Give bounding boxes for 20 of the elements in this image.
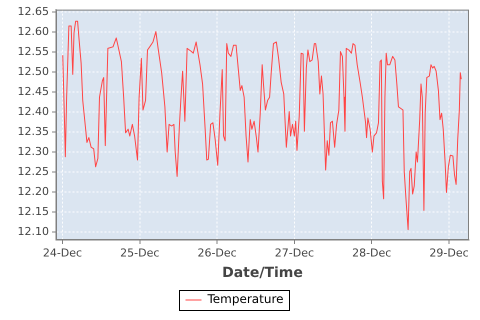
- x-axis-title: Date/Time: [222, 265, 303, 282]
- y-tick-label: 12.10: [18, 224, 49, 238]
- legend-label: Temperature: [206, 292, 284, 306]
- y-tick-label: 12.30: [18, 144, 49, 158]
- y-tick-label: 12.55: [18, 44, 49, 58]
- y-tick-label: 12.45: [18, 84, 49, 98]
- y-tick-label: 12.50: [18, 64, 49, 78]
- x-tick-label: 25-Dec: [120, 246, 160, 260]
- x-tick-label: 24-Dec: [42, 246, 82, 260]
- y-tick-label: 12.15: [18, 204, 49, 218]
- x-tick-label: 27-Dec: [274, 246, 314, 260]
- x-tick-label: 29-Dec: [429, 246, 469, 260]
- y-tick-label: 12.35: [18, 124, 49, 138]
- y-tick-label: 12.20: [18, 184, 49, 198]
- y-tick-label: 12.25: [18, 164, 49, 178]
- y-tick-label: 12.60: [18, 24, 49, 38]
- y-tick-label: 12.65: [18, 4, 49, 18]
- y-tick-label: 12.40: [18, 104, 49, 118]
- x-tick-label: 26-Dec: [197, 246, 237, 260]
- x-tick-label: 28-Dec: [352, 246, 392, 260]
